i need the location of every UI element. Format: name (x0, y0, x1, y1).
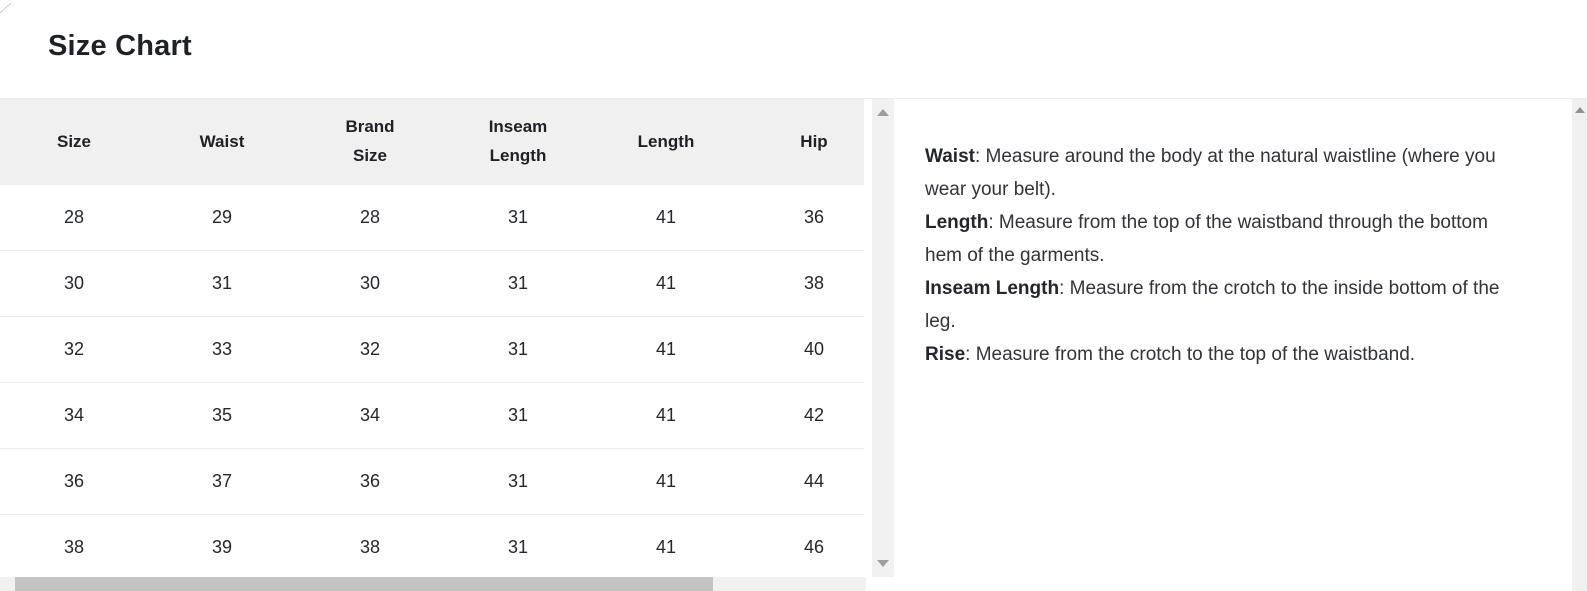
table-cell: 30 (63, 273, 85, 293)
guide-item-separator: : (974, 146, 986, 167)
guide-item-label: Length (925, 212, 989, 233)
table-header-cell: Length (637, 131, 695, 151)
chevron-up-icon[interactable] (877, 109, 889, 116)
horizontal-scrollbar-thumb[interactable] (15, 577, 713, 591)
table-cell: 41 (655, 207, 677, 227)
table-cell: 39 (211, 537, 233, 557)
table-cell: 31 (211, 273, 233, 293)
table-row: 30 31 30 31 41 38 (0, 251, 864, 317)
guide-item: Waist: Measure around the body at the na… (925, 140, 1517, 206)
table-cell: 31 (507, 339, 529, 359)
size-table: Size Waist Brand Size Inseam Length Leng… (0, 99, 864, 577)
table-row: 28 29 28 31 41 36 (0, 185, 864, 251)
guide-item-text: Measure around the body at the natural w… (925, 146, 1496, 200)
chevron-down-icon[interactable] (877, 560, 889, 567)
guide-item-text: Measure from the crotch to the inside bo… (925, 278, 1500, 332)
table-cell: 40 (803, 339, 825, 359)
table-cell: 31 (507, 405, 529, 425)
table-cell: 28 (359, 207, 381, 227)
table-body: 28 29 28 31 41 36 30 31 30 31 41 38 32 3… (0, 185, 864, 577)
guide-item-separator: : (988, 212, 999, 233)
table-cell: 36 (63, 471, 85, 491)
table-cell: 38 (359, 537, 381, 557)
table-row: 36 37 36 31 41 44 (0, 449, 864, 515)
table-cell: 31 (507, 207, 529, 227)
corner-notch (0, 2, 12, 15)
table-header-cell: Waist (199, 131, 245, 151)
table-cell: 44 (803, 471, 825, 491)
table-cell: 42 (803, 405, 825, 425)
table-horizontal-scrollbar[interactable] (0, 577, 866, 591)
table-cell: 41 (655, 339, 677, 359)
table-cell: 31 (507, 471, 529, 491)
table-header-cell: Brand Size (345, 117, 395, 165)
table-cell: 31 (507, 537, 529, 557)
table-cell: 41 (655, 405, 677, 425)
table-header-row: Size Waist Brand Size Inseam Length Leng… (0, 99, 864, 185)
guide-item: Rise: Measure from the crotch to the top… (925, 338, 1517, 371)
guide-item-label: Inseam Length (925, 278, 1060, 299)
guide-item-separator: : (1059, 278, 1070, 299)
table-header-cell: Inseam Length (488, 117, 548, 165)
table-cell: 46 (803, 537, 825, 557)
table-header-cell: Hip (800, 131, 828, 151)
guide-item-separator: : (965, 344, 976, 365)
table-cell: 35 (211, 405, 233, 425)
guide-item-label: Waist (925, 146, 975, 167)
measurement-guide-text: Waist: Measure around the body at the na… (925, 140, 1517, 371)
table-row: 32 33 32 31 41 40 (0, 317, 864, 383)
table-row: 38 39 38 31 41 46 (0, 515, 864, 577)
table-cell: 41 (655, 537, 677, 557)
guide-item-text: Measure from the crotch to the top of th… (975, 344, 1416, 365)
table-cell: 36 (803, 207, 825, 227)
table-cell: 30 (359, 273, 381, 293)
table-row: 34 35 34 31 41 42 (0, 383, 864, 449)
table-cell: 38 (803, 273, 825, 293)
table-cell: 41 (655, 471, 677, 491)
table-header-cell: Size (56, 131, 92, 151)
table-cell: 32 (359, 339, 381, 359)
guide-item: Length: Measure from the top of the wais… (925, 206, 1517, 272)
table-cell: 36 (359, 471, 381, 491)
table-cell: 32 (63, 339, 85, 359)
guide-item-text: Measure from the top of the waistband th… (925, 212, 1488, 266)
content-divider (0, 98, 1587, 99)
guide-item-label: Rise (925, 344, 966, 365)
table-cell: 31 (507, 273, 529, 293)
table-cell: 38 (63, 537, 85, 557)
table-cell: 33 (211, 339, 233, 359)
table-cell: 34 (63, 405, 85, 425)
page-title: Size Chart (48, 30, 192, 62)
measurement-guide-panel: Waist: Measure around the body at the na… (898, 99, 1572, 591)
table-cell: 41 (655, 273, 677, 293)
table-cell: 28 (63, 207, 85, 227)
page-vertical-scrollbar[interactable] (1572, 99, 1587, 591)
table-cell: 34 (359, 405, 381, 425)
table-cell: 29 (211, 207, 233, 227)
guide-item: Inseam Length: Measure from the crotch t… (925, 272, 1517, 338)
chevron-up-icon[interactable] (1574, 107, 1585, 113)
table-vertical-scrollbar[interactable] (872, 99, 894, 577)
table-cell: 37 (211, 471, 233, 491)
